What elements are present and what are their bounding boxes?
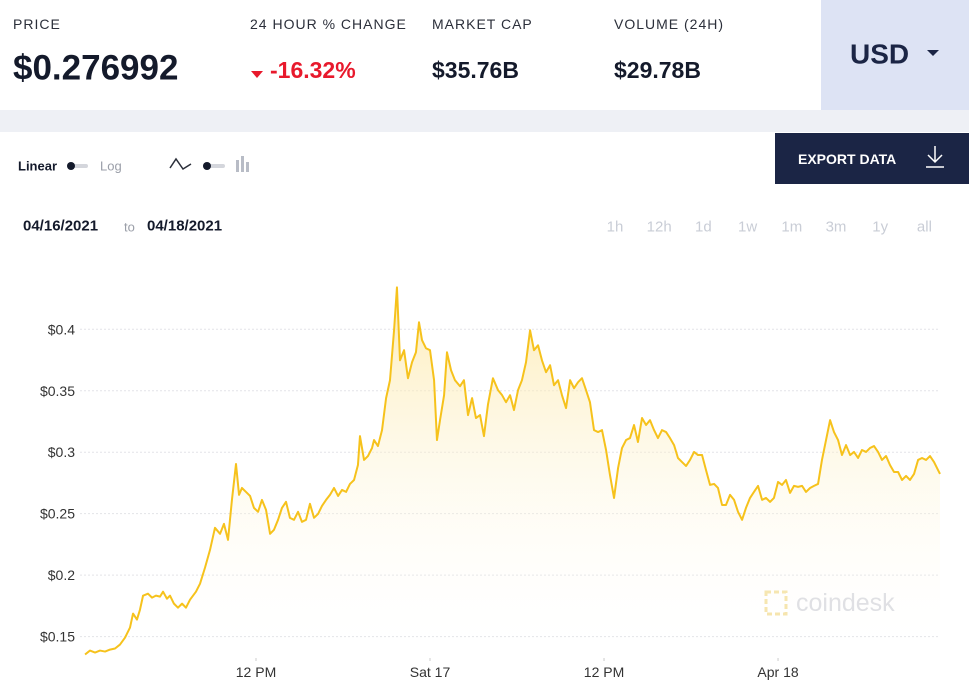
y-tick-label: $0.4 — [48, 321, 75, 337]
scale-toggle[interactable] — [67, 162, 88, 170]
bar-icon-part — [241, 156, 244, 172]
market-cap-value: $35.76B — [432, 57, 519, 83]
bar-icon-part — [246, 162, 249, 172]
bar-icon-part — [236, 160, 239, 172]
currency-box — [821, 0, 969, 110]
stat-label: VOLUME (24H) — [614, 16, 724, 32]
range-start[interactable]: 04/16/2021 — [23, 218, 98, 235]
range-buttons: 1h 12h 1d 1w 1m 3m 1y all — [607, 219, 932, 236]
scale-option[interactable]: Linear — [18, 159, 57, 174]
y-tick-label: $0.35 — [40, 383, 75, 399]
range-button[interactable]: 12h — [647, 219, 672, 236]
chart: coindesk$0.15$0.2$0.25$0.3$0.35$0.412 PM… — [40, 286, 941, 680]
export-bg — [775, 133, 969, 184]
change-value: -16.32% — [270, 57, 356, 83]
down-arrow — [251, 71, 263, 78]
header-bar — [0, 0, 969, 110]
x-tick-label: Sat 17 — [410, 664, 451, 680]
volume-value: $29.78B — [614, 57, 701, 83]
toggle-knob — [67, 162, 75, 170]
x-tick-label: 12 PM — [584, 664, 624, 680]
range-separator: to — [124, 220, 135, 235]
stat-label: PRICE — [13, 16, 61, 32]
y-tick-label: $0.25 — [40, 506, 75, 522]
currency-select[interactable]: USD — [821, 0, 969, 110]
bar-icon[interactable] — [236, 156, 249, 172]
separator-band — [0, 110, 969, 132]
export-button[interactable]: EXPORT DATA — [775, 133, 969, 184]
price-value: $0.276992 — [13, 49, 178, 88]
toggle-knob — [203, 162, 211, 170]
stat-label: MARKET CAP — [432, 16, 533, 32]
download-icon — [926, 146, 944, 168]
range-button[interactable]: all — [917, 219, 932, 236]
y-tick-label: $0.15 — [40, 629, 75, 645]
currency-label: USD — [850, 39, 909, 70]
export-label: EXPORT DATA — [798, 151, 896, 167]
range-button[interactable]: 3m — [826, 219, 847, 236]
range-button[interactable]: 1w — [738, 219, 757, 236]
y-tick-label: $0.2 — [48, 567, 75, 583]
scale-option[interactable]: Log — [100, 159, 122, 174]
line-icon[interactable] — [169, 157, 192, 171]
range-button[interactable]: 1m — [781, 219, 802, 236]
y-tick-label: $0.3 — [48, 444, 75, 460]
price-line — [84, 286, 941, 656]
x-tick-label: 12 PM — [236, 664, 276, 680]
x-tick-label: Apr 18 — [757, 664, 798, 680]
range-button[interactable]: 1h — [607, 219, 624, 236]
range-end[interactable]: 04/18/2021 — [147, 218, 222, 235]
type-toggle[interactable] — [203, 162, 225, 170]
stat-label: 24 HOUR % CHANGE — [250, 16, 407, 32]
area — [85, 287, 941, 655]
range-button[interactable]: 1y — [872, 219, 888, 236]
caret — [927, 50, 939, 56]
range-button[interactable]: 1d — [695, 219, 712, 236]
